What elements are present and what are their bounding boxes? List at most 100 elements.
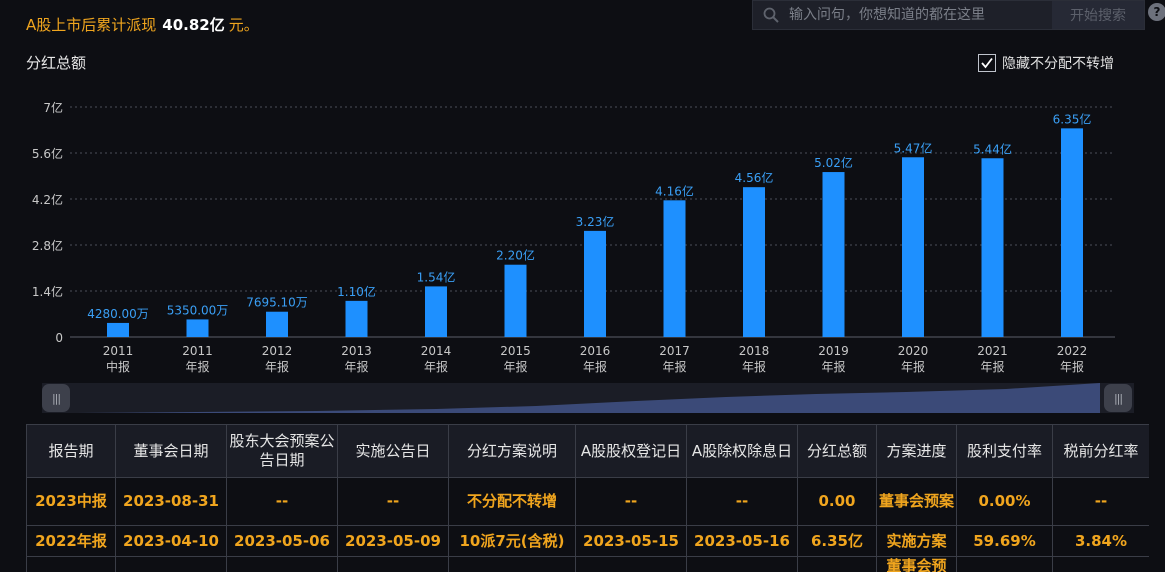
bar (663, 200, 686, 337)
range-slider[interactable]: ||| ||| (42, 383, 1134, 413)
bar-value-label: 1.54亿 (417, 269, 456, 284)
table-header-cell: 分红方案说明 (448, 424, 576, 478)
bar (186, 319, 209, 337)
x-tick-label-year: 2020 (898, 344, 929, 358)
hide-no-dividend-toggle[interactable]: 隐藏不分配不转增 (978, 53, 1114, 73)
summary-suffix: 元。 (228, 16, 259, 34)
bar (107, 322, 129, 337)
y-tick-label: 0 (55, 331, 63, 345)
table-header-cell: 股东大会预案公告日期 (226, 424, 338, 478)
x-tick-label-period: 年报 (583, 359, 607, 374)
bar-value-label: 3.23亿 (576, 214, 615, 229)
table-cell (337, 556, 449, 572)
table-cell: 6.35亿 (797, 525, 877, 557)
table-cell: 2023-05-06 (226, 525, 338, 557)
bar (822, 172, 845, 337)
bar (743, 187, 765, 337)
table-header-cell: 税前分红率 (1052, 424, 1149, 478)
table-cell: 2023-08-31 (115, 477, 227, 526)
table-cell: 59.69% (956, 525, 1053, 557)
bar-value-label: 5.02亿 (814, 155, 853, 170)
bar (902, 157, 924, 337)
x-tick-label-year: 2011 (103, 344, 134, 358)
search-button[interactable]: 开始搜索 (1052, 1, 1144, 29)
table-cell: -- (686, 477, 798, 526)
x-tick-label-period: 年报 (901, 359, 925, 374)
table-cell: 不分配不转增 (448, 477, 576, 526)
table-cell: 2022年报 (26, 525, 116, 557)
x-tick-label-period: 年报 (1060, 359, 1084, 374)
table-header-cell: 董事会日期 (115, 424, 227, 478)
slider-handle-left[interactable]: ||| (42, 384, 70, 412)
x-tick-label-period: 年报 (742, 359, 766, 374)
x-tick-label-year: 2012 (262, 344, 293, 358)
x-tick-label-period: 中报 (106, 359, 130, 374)
bar (504, 264, 527, 337)
x-tick-label-period: 年报 (503, 359, 527, 374)
bar (425, 286, 447, 337)
slider-overview-area (76, 383, 1100, 413)
table-header-cell: 报告期 (26, 424, 116, 478)
table-cell: 10派7元(含税) (448, 525, 576, 557)
x-tick-label-year: 2019 (818, 344, 849, 358)
table-cell (226, 556, 338, 572)
table-cell: 3.84% (1052, 525, 1149, 557)
bar-value-label: 4.16亿 (655, 183, 694, 198)
bar-value-label: 5.44亿 (973, 141, 1012, 156)
x-tick-label-period: 年报 (662, 359, 686, 374)
table-cell (956, 556, 1053, 572)
table-row: 2023中报 2023-08-31 -- -- 不分配不转增 -- -- 0.00 董事会预案 0… (26, 477, 1149, 526)
bar-value-label: 5350.00万 (167, 303, 229, 317)
table-cell (115, 556, 227, 572)
dividend-bar-chart: 01.4亿2.8亿4.2亿5.6亿7亿4280.00万2011中报5350.00… (32, 100, 1115, 374)
slider-handle-right[interactable]: ||| (1104, 384, 1132, 412)
x-tick-label-year: 2016 (580, 344, 611, 358)
summary-prefix: A股上市后累计派现 (26, 16, 157, 34)
checkbox-checked-icon[interactable] (978, 54, 996, 72)
hide-toggle-label: 隐藏不分配不转增 (1002, 56, 1114, 72)
table-cell: 实施方案 (876, 525, 957, 557)
bar (584, 230, 606, 337)
table-row: 董事会预 (26, 556, 1149, 572)
x-tick-label-period: 年报 (424, 359, 448, 374)
table-cell: -- (575, 477, 687, 526)
table-cell (448, 556, 576, 572)
table-cell: -- (337, 477, 449, 526)
bar (345, 300, 368, 337)
search-input[interactable] (785, 2, 1052, 28)
table-cell: 2023-05-15 (575, 525, 687, 557)
bar-value-label: 7695.10万 (246, 296, 308, 310)
bar (981, 158, 1004, 337)
x-tick-label-year: 2018 (739, 344, 770, 358)
x-tick-label-year: 2015 (500, 344, 531, 358)
x-tick-label-period: 年报 (821, 359, 845, 374)
bar-value-label: 1.10亿 (337, 284, 376, 299)
bar-value-label: 4280.00万 (87, 307, 149, 321)
x-tick-label-year: 2021 (977, 344, 1008, 358)
search-icon (757, 1, 785, 29)
x-tick-label-period: 年报 (185, 359, 209, 374)
table-header-cell: 实施公告日 (337, 424, 449, 478)
table-header-cell: 股利支付率 (956, 424, 1053, 478)
table-cell: -- (226, 477, 338, 526)
bar (266, 311, 288, 337)
x-tick-label-period: 年报 (265, 359, 289, 374)
dividend-table: 报告期 董事会日期 股东大会预案公告日期 实施公告日 分红方案说明 A股股权登记日 A股除权… (26, 424, 1149, 572)
table-cell: 董事会预案 (876, 477, 957, 526)
x-tick-label-year: 2011 (182, 344, 213, 358)
table-cell (686, 556, 798, 572)
x-tick-label-year: 2017 (659, 344, 690, 358)
table-cell: 2023中报 (26, 477, 116, 526)
table-cell (1052, 556, 1149, 572)
dividend-table-container: 报告期 董事会日期 股东大会预案公告日期 实施公告日 分红方案说明 A股股权登记日 A股除权… (26, 424, 1149, 572)
search-bar: 开始搜索 (752, 0, 1145, 30)
y-tick-label: 2.8亿 (32, 238, 63, 253)
bar-value-label: 2.20亿 (496, 248, 535, 263)
table-cell: 0.00% (956, 477, 1053, 526)
bar-value-label: 5.47亿 (894, 140, 933, 155)
table-cell (797, 556, 877, 572)
x-tick-label-year: 2013 (341, 344, 372, 358)
help-icon[interactable]: ? (1148, 3, 1165, 21)
table-cell: 董事会预 (876, 556, 957, 572)
table-cell (26, 556, 116, 572)
